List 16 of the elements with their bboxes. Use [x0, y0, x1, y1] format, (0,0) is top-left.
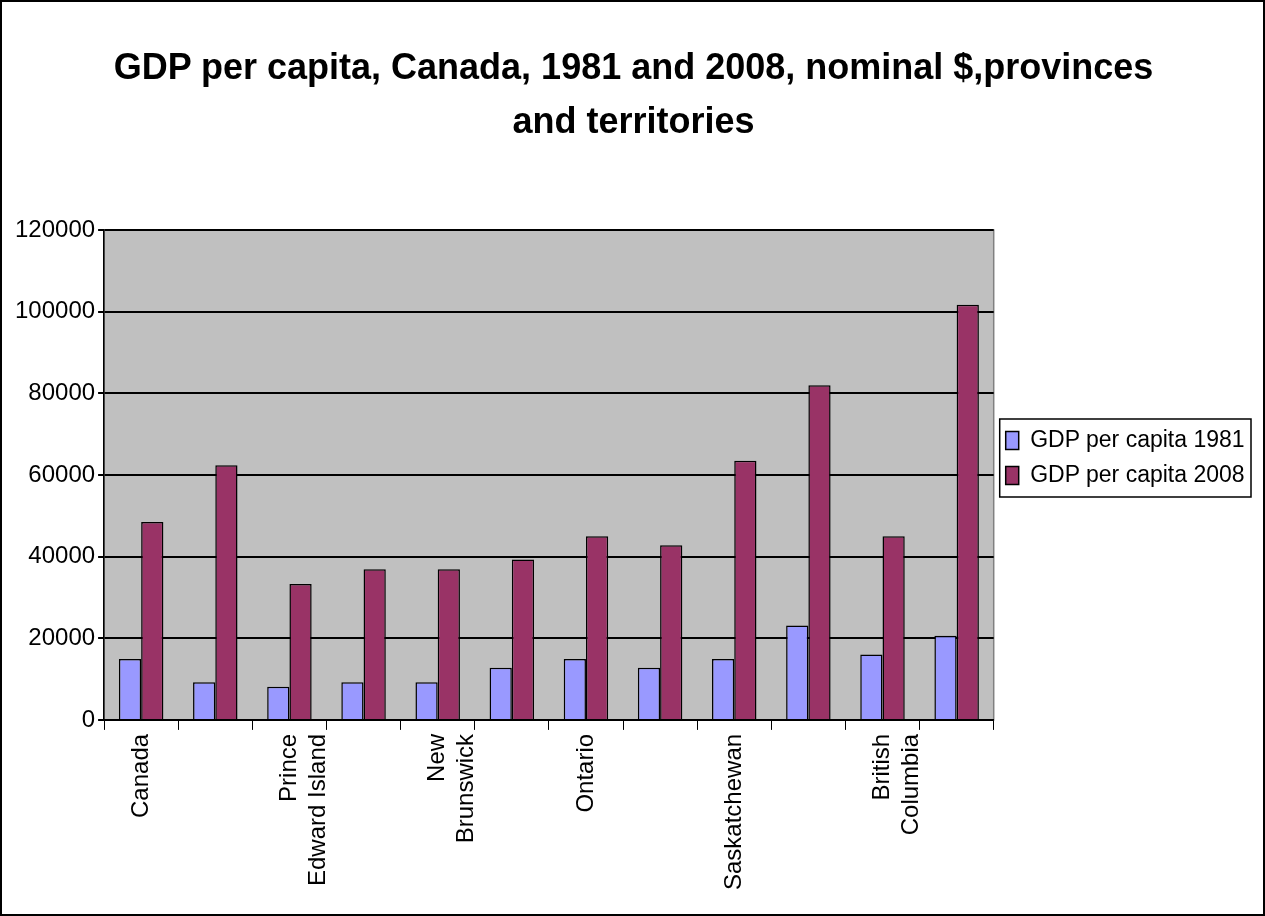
legend-label: GDP per capita 2008	[1030, 460, 1245, 487]
y-tick-label: 120000	[14, 214, 96, 242]
x-tick-label: Saskatchewan	[718, 733, 746, 890]
y-tick-label: 20000	[28, 622, 96, 650]
y-tick-label: 80000	[28, 377, 96, 405]
x-tick-label: Prince Edward Island	[274, 733, 330, 886]
y-tick-label: 40000	[28, 541, 96, 569]
x-tick-label: Ontario	[570, 733, 598, 813]
x-tick-label: Canada	[125, 733, 153, 818]
chart-title: GDP per capita, Canada, 1981 and 2008, nominal $,provinces and territories	[113, 45, 1154, 141]
legend-label: GDP per capita 1981	[1030, 425, 1245, 452]
y-tick-label: 60000	[28, 459, 96, 487]
y-tick-label: 0	[81, 704, 96, 732]
x-tick-label: British Columbia	[867, 733, 923, 836]
x-tick-label: New Brunswick	[422, 732, 479, 844]
y-tick-label: 100000	[14, 296, 96, 324]
